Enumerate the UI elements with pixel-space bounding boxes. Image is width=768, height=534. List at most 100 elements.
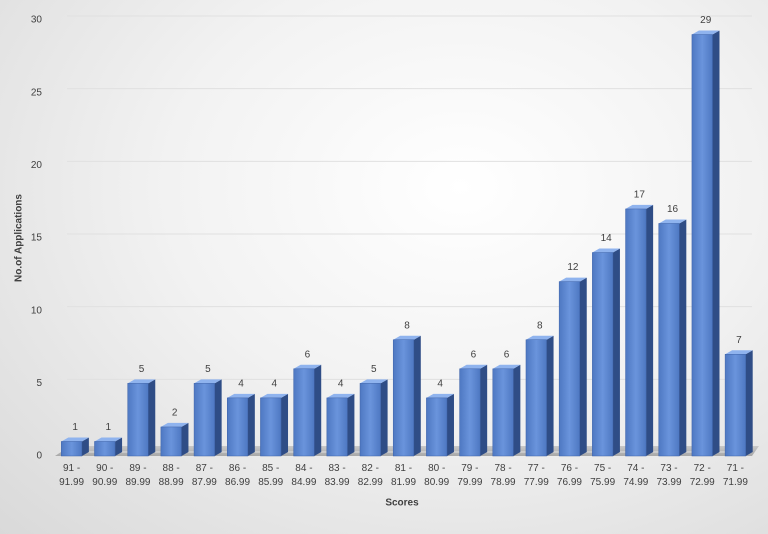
- x-tick-label: 77 - 77.99: [523, 463, 549, 488]
- data-label: 16: [667, 204, 679, 215]
- bar-side: [81, 437, 89, 456]
- bar-top: [393, 335, 421, 340]
- x-tick-label: 76 - 76.99: [556, 463, 582, 488]
- bar: [127, 383, 149, 457]
- x-tick-label: 71 - 71.99: [722, 463, 748, 488]
- bar-top: [459, 364, 488, 369]
- bar-top: [326, 393, 355, 398]
- bar-side: [612, 248, 620, 456]
- bar: [426, 397, 448, 457]
- bar-side: [546, 335, 554, 456]
- x-tick-label: 73 - 73.99: [656, 463, 682, 488]
- bar-side: [181, 422, 189, 456]
- bar: [525, 339, 547, 457]
- y-tick-label: 10: [31, 305, 43, 316]
- x-tick-label: 84 - 84.99: [291, 463, 317, 488]
- bar-side: [480, 364, 488, 456]
- bar-top: [227, 393, 255, 398]
- data-label: 1: [72, 422, 78, 433]
- bar: [260, 397, 282, 457]
- bar-side: [679, 219, 687, 456]
- x-tick-label: 80 - 80.99: [424, 463, 450, 488]
- data-label: 7: [736, 335, 742, 346]
- data-label: 5: [139, 364, 145, 375]
- x-tick-label: 86 - 86.99: [225, 463, 251, 488]
- bar: [492, 368, 514, 457]
- bar-side: [380, 379, 388, 456]
- bar: [658, 223, 680, 457]
- bar-top: [525, 335, 554, 340]
- x-tick-label: 88 - 88.99: [158, 463, 184, 488]
- bar-side: [413, 335, 421, 456]
- x-tick-label: 87 - 87.99: [191, 463, 217, 488]
- x-tick-label: 89 - 89.99: [125, 463, 151, 488]
- y-tick-label: 15: [31, 233, 43, 244]
- bar-side: [247, 393, 255, 456]
- bar-top: [725, 350, 753, 355]
- x-axis-title: Scores: [385, 498, 419, 509]
- bar: [359, 383, 381, 457]
- y-axis-title: No.of Applications: [14, 194, 25, 282]
- bar-side: [745, 350, 753, 456]
- data-label: 4: [271, 379, 277, 390]
- bar-side: [646, 204, 654, 456]
- data-label: 6: [504, 349, 510, 360]
- bar: [94, 441, 116, 457]
- bar-side: [214, 379, 222, 456]
- bar-top: [194, 379, 222, 384]
- bar: [592, 252, 614, 457]
- bar-side: [148, 379, 156, 456]
- bar-top: [127, 379, 156, 384]
- bar: [193, 383, 215, 457]
- bar: [293, 368, 315, 457]
- bar: [392, 339, 415, 457]
- bar-top: [658, 219, 687, 224]
- data-label: 12: [567, 262, 579, 273]
- y-tick-label: 30: [31, 15, 43, 26]
- bar: [724, 354, 746, 457]
- data-label: 5: [371, 364, 377, 375]
- data-label: 8: [537, 320, 543, 331]
- data-label: 8: [404, 320, 410, 331]
- data-label: 2: [172, 408, 178, 419]
- bar: [227, 397, 249, 457]
- x-tick-label: 72 - 72.99: [689, 463, 715, 488]
- data-label: 6: [305, 349, 311, 360]
- bar-top: [625, 204, 654, 209]
- x-tick-label: 90 - 90.99: [92, 463, 118, 488]
- x-tick-label: 83 - 83.99: [324, 463, 350, 488]
- data-label: 5: [205, 364, 211, 375]
- y-tick-label: 5: [36, 378, 42, 389]
- bar-side: [281, 393, 289, 456]
- data-label: 4: [338, 379, 344, 390]
- bar-side: [579, 277, 587, 456]
- bar: [558, 281, 580, 457]
- bar: [160, 426, 182, 457]
- data-label: 14: [601, 233, 613, 244]
- bar: [625, 208, 647, 457]
- bar-top: [293, 364, 322, 369]
- x-tick-label: 74 - 74.99: [623, 463, 649, 488]
- bar-top: [492, 364, 521, 369]
- bar-side: [314, 364, 322, 456]
- bar: [691, 34, 713, 457]
- x-tick-label: 91 - 91.99: [59, 463, 85, 488]
- bar-side: [513, 364, 521, 456]
- bar-top: [559, 277, 587, 282]
- bar-top: [691, 30, 720, 35]
- data-label: 17: [634, 190, 646, 201]
- bar: [61, 441, 83, 457]
- x-tick-label: 81 - 81.99: [390, 463, 417, 488]
- x-tick-label: 82 - 82.99: [357, 463, 383, 488]
- y-tick-label: 20: [31, 160, 43, 171]
- bar-side: [115, 437, 123, 456]
- bar-top: [360, 379, 388, 384]
- x-tick-label: 75 - 75.99: [590, 463, 616, 488]
- data-label: 29: [700, 15, 712, 26]
- bar-top: [61, 437, 89, 442]
- x-tick-label: 79 - 79.99: [457, 463, 483, 488]
- bar-top: [592, 248, 620, 253]
- bar: [459, 368, 481, 457]
